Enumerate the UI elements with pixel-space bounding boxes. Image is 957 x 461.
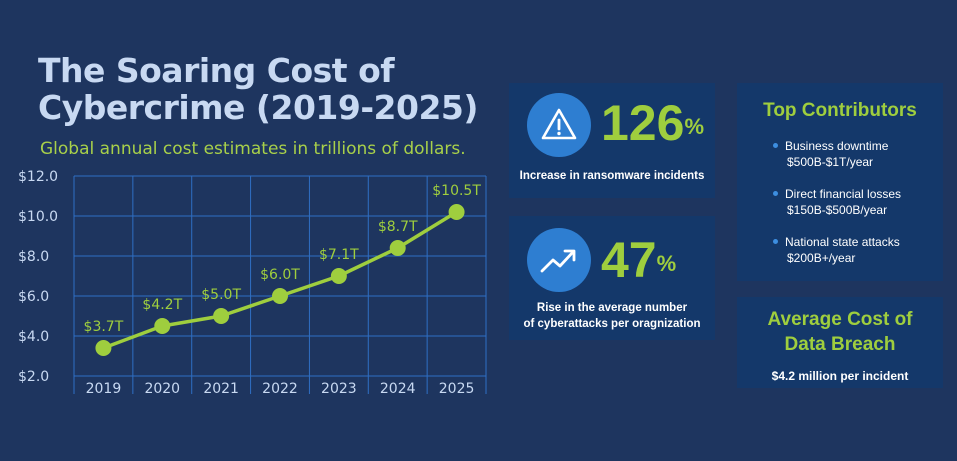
list-item: Business downtime $500B-$1T/year (773, 138, 943, 170)
y-tick-label: $8.0 (18, 249, 49, 265)
data-breach-value: $4.2 million per incident (771, 369, 909, 383)
x-tick-label: 2020 (144, 381, 180, 397)
list-item: Direct financial losses $150B-$500B/year (773, 186, 943, 218)
top-contributors-title: Top Contributors (763, 100, 917, 121)
y-tick-label: $10.0 (18, 209, 58, 225)
data-label: $10.5T (432, 183, 481, 199)
data-label: $7.1T (319, 247, 359, 263)
y-tick-label: $12.0 (18, 169, 58, 185)
y-tick-label: $4.0 (18, 329, 49, 345)
y-tick-label: $6.0 (18, 289, 49, 305)
data-point (389, 240, 406, 256)
data-breach-card: Average Cost of Data Breach $4.2 million … (737, 297, 943, 388)
data-point (154, 318, 171, 334)
page-title: The Soaring Cost of Cybercrime (2019-202… (38, 52, 478, 126)
data-label: $5.0T (201, 287, 241, 303)
x-tick-label: 2021 (203, 381, 239, 397)
cyberattack-stat-card: 47% Rise in the average number of cybera… (509, 216, 715, 340)
subtitle: Global annual cost estimates in trillion… (40, 139, 466, 159)
trend-up-icon (527, 228, 591, 292)
x-tick-label: 2025 (439, 381, 475, 397)
x-tick-label: 2024 (380, 381, 416, 397)
data-point (330, 268, 347, 284)
ransomware-stat-card: 126% Increase in ransomware incidents (509, 83, 715, 198)
y-tick-label: $2.0 (18, 369, 49, 385)
warning-icon (527, 93, 591, 157)
data-point (448, 204, 465, 220)
cyberattack-stat-description: Rise in the average number of cyberattac… (523, 302, 701, 330)
x-tick-label: 2023 (321, 381, 357, 397)
ransomware-stat-value: 126% (601, 95, 704, 151)
data-label: $8.7T (378, 219, 418, 235)
data-breach-title: Average Cost of Data Breach (767, 309, 913, 355)
data-label: $6.0T (260, 267, 300, 283)
data-point (213, 308, 230, 324)
cost-line-chart: $12.0 $10.0 $8.0 $6.0 $4.0 $2.0 2019 2020 2021 20… (18, 169, 487, 397)
list-item: National state attacks $200B+/year (773, 234, 943, 266)
cyberattack-stat-value: 47% (601, 232, 677, 288)
contributors-list: Business downtime $500B-$1T/year Direct f… (737, 138, 943, 266)
x-tick-label: 2019 (86, 381, 122, 397)
data-point (272, 288, 288, 304)
data-label: $3.7T (84, 319, 124, 335)
top-contributors-card: Top Contributors Business downtime $500B-… (737, 83, 943, 281)
data-label: $4.2T (142, 297, 182, 313)
x-tick-label: 2022 (262, 381, 298, 397)
ransomware-stat-description: Increase in ransomware incidents (519, 170, 705, 182)
title-line-2: Cybercrime (2019-2025) (38, 88, 478, 127)
data-point (95, 340, 112, 356)
title-line-1: The Soaring Cost of (38, 51, 395, 90)
